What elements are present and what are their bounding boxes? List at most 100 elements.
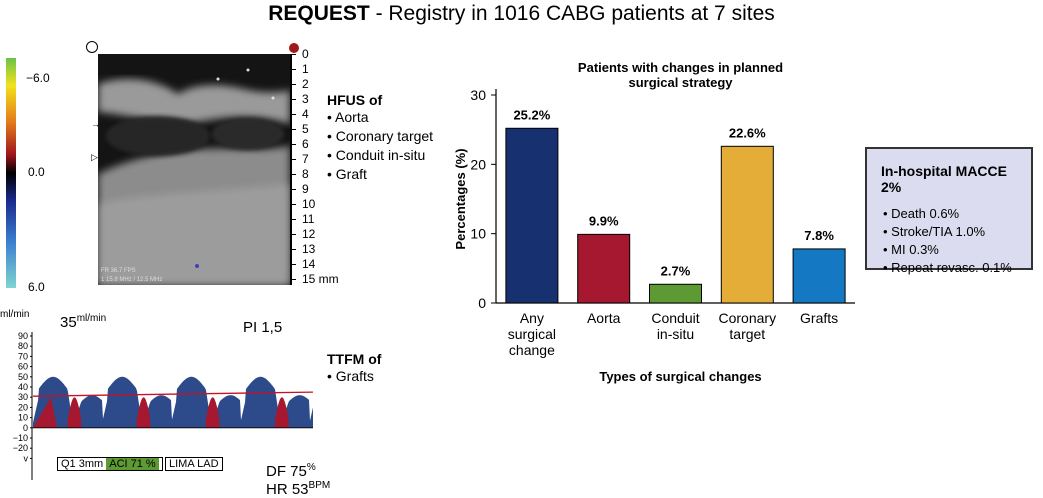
left-marker-icon: → — [91, 119, 100, 129]
depth-tick — [290, 219, 296, 220]
hfus-legend-item: Graft — [327, 165, 433, 184]
flow-y-tick-label: 20 — [18, 402, 28, 412]
hfus-legend-item: Conduit in-situ — [327, 146, 433, 165]
depth-tick-label: 12 — [302, 227, 316, 241]
y-tick-label: 20 — [470, 156, 486, 172]
x-tick-label: in-situ — [657, 326, 694, 342]
flow-mean-value: 35ml/min — [60, 313, 107, 331]
hfus-legend-item: Coronary target — [327, 127, 433, 146]
diastolic-fraction: DF 75% — [266, 462, 316, 480]
x-axis-label: Types of surgical changes — [599, 369, 761, 384]
depth-tick — [290, 129, 296, 130]
macce-box: In-hospital MACCE 2% Death 0.6% Stroke/T… — [865, 147, 1033, 275]
depth-tick-label: 13 — [302, 242, 316, 256]
flow-y-tick-label: 70 — [18, 351, 28, 361]
orientation-circle-icon — [86, 41, 98, 53]
depth-tick-label: 7 — [302, 152, 309, 166]
x-tick-label: Any — [520, 310, 544, 326]
depth-tick — [290, 84, 296, 85]
flow-y-tick-label: −20 — [13, 443, 28, 453]
depth-tick-label: 8 — [302, 167, 309, 181]
flow-y-tick-label: v — [24, 453, 29, 463]
ttfm-legend-item: Grafts — [327, 367, 381, 386]
x-tick-label: change — [509, 342, 555, 358]
macce-item: Death 0.6% — [883, 205, 1021, 223]
systolic-flow-area — [67, 397, 82, 428]
macce-item: Repeat revasc. 0.1% — [883, 259, 1021, 277]
macce-title: In-hospital MACCE 2% — [881, 163, 1007, 195]
macce-item: Stroke/TIA 1.0% — [883, 223, 1021, 241]
hfus-image: FR 36.7 FPS 1 15.8 MHz / 12.5 MHz — [98, 54, 290, 285]
x-tick-label: Coronary — [719, 310, 777, 326]
bar-value-label: 7.8% — [804, 228, 834, 243]
depth-tick — [290, 249, 296, 250]
diastolic-flow-area — [33, 376, 313, 428]
depth-tick — [290, 99, 296, 100]
hfus-legend: HFUS of Aorta Coronary target Conduit in… — [327, 92, 433, 184]
surgical-changes-bar-chart: Patients with changes in plannedsurgical… — [453, 60, 855, 384]
depth-tick-label: 10 — [302, 197, 316, 211]
flow-unit-label: ml/min — [0, 309, 30, 320]
pulsatility-index: PI 1,5 — [243, 319, 283, 336]
systolic-flow-area — [136, 397, 151, 428]
bar — [577, 233, 631, 304]
depth-scale: 0 1 2 3 4 5 6 7 8 9 10 11 12 13 14 15 mm — [290, 48, 354, 294]
ttfm-legend: TTFM of Grafts — [327, 351, 381, 386]
flow-y-tick-label: 90 — [18, 331, 28, 341]
flow-y-tick-label: 30 — [18, 392, 28, 402]
hfus-overlay-line1: FR 36.7 FPS — [101, 268, 136, 274]
y-tick-label: 0 — [478, 295, 486, 311]
depth-tick — [290, 174, 296, 175]
x-tick-label: surgical — [508, 326, 556, 342]
bar-value-label: 9.9% — [589, 213, 619, 228]
depth-tick-label: 4 — [302, 107, 309, 121]
depth-tick-label: 5 — [302, 122, 309, 136]
macce-list: Death 0.6% Stroke/TIA 1.0% MI 0.3% Repea… — [877, 205, 1021, 277]
systolic-flow-area — [205, 397, 220, 428]
depth-tick — [290, 279, 296, 280]
bar-value-label: 22.6% — [729, 125, 766, 140]
chart-title: Patients with changes in planned — [578, 60, 783, 75]
depth-tick — [290, 204, 296, 205]
bar — [649, 283, 702, 304]
depth-scale-axis — [290, 54, 292, 285]
macce-item: MI 0.3% — [883, 241, 1021, 259]
velocity-colorbar — [6, 58, 16, 288]
y-axis-label: Percentages (%) — [453, 148, 468, 249]
y-tick-label: 10 — [470, 226, 486, 242]
bar-value-label: 25.2% — [513, 107, 550, 122]
depth-tick-label: 15 mm — [302, 272, 339, 286]
depth-tick — [290, 189, 296, 190]
systolic-flow-area — [33, 397, 57, 428]
colorbar-label-top: −6.0 — [26, 71, 50, 85]
graft-label: LIMA LAD — [165, 457, 223, 471]
bar-value-label: 2.7% — [661, 263, 691, 278]
depth-tick — [290, 69, 296, 70]
probe-info: Q1 3mm ACI 71 % — [57, 457, 163, 471]
depth-tick-label: 3 — [302, 92, 309, 106]
depth-tick-label: 6 — [302, 137, 309, 151]
depth-tick — [290, 234, 296, 235]
depth-tick — [290, 114, 296, 115]
depth-tick — [290, 264, 296, 265]
aci-badge: ACI 71 % — [106, 458, 159, 470]
left-marker-icon: ▷ — [91, 152, 98, 162]
chart-title: surgical strategy — [628, 75, 733, 90]
x-tick-label: target — [729, 326, 765, 342]
flow-y-tick-label: 0 — [23, 423, 28, 433]
hfus-scan: FR 36.7 FPS 1 15.8 MHz / 12.5 MHz — [98, 54, 290, 285]
systolic-flow-area — [274, 397, 289, 428]
depth-tick-label: 2 — [302, 77, 309, 91]
mean-flow-line — [32, 391, 314, 397]
flow-y-tick-label: 10 — [18, 413, 28, 423]
bar — [720, 145, 774, 304]
hfus-legend-title: HFUS of — [327, 92, 383, 108]
depth-tick — [290, 159, 296, 160]
depth-tick — [290, 144, 296, 145]
hfus-overlay-line2: 1 15.8 MHz / 12.5 MHz — [101, 277, 162, 283]
page-title: REQUEST - Registry in 1016 CABG patients… — [268, 2, 775, 25]
bar — [792, 248, 846, 304]
colorbar-label-bottom: 6.0 — [28, 280, 45, 294]
flow-y-tick-label: −10 — [13, 433, 28, 443]
colorbar-label-mid: 0.0 — [28, 165, 45, 179]
